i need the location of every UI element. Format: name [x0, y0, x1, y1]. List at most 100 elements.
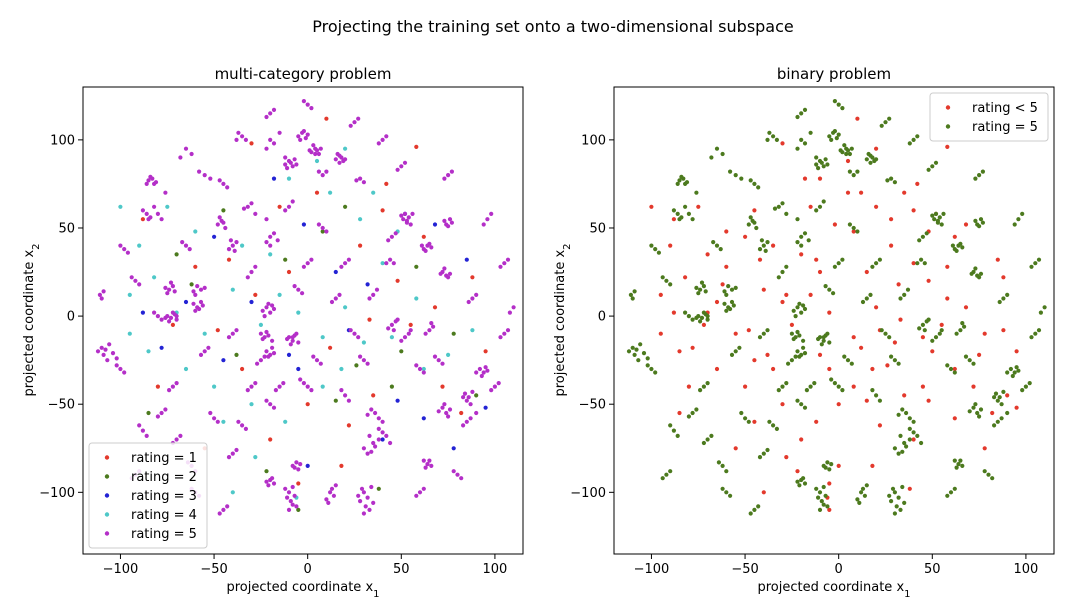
multi-category-point [266, 354, 271, 359]
binary-point [864, 157, 869, 162]
multi-category-point [221, 220, 226, 225]
multi-category-point [137, 423, 142, 428]
multi-category-point [268, 310, 273, 315]
binary-point [851, 384, 856, 389]
binary-point [675, 433, 680, 438]
binary-point [1027, 381, 1032, 386]
binary-point [701, 284, 707, 289]
multi-category-point [273, 388, 278, 393]
multi-category-point [234, 447, 239, 453]
binary-point [821, 335, 826, 340]
multi-category-point [446, 275, 451, 280]
binary-point [971, 384, 976, 389]
binary-y-tick-label: 50 [589, 221, 606, 236]
multi-category-point [432, 354, 438, 359]
binary-point [814, 208, 819, 213]
multi-category-point [168, 280, 174, 285]
binary-point [714, 243, 720, 248]
binary-point [714, 299, 720, 305]
multi-category-point [118, 243, 123, 248]
multi-category-point [320, 225, 325, 231]
multi-category-point [391, 328, 396, 333]
binary-point [630, 345, 635, 350]
binary-point [686, 211, 692, 216]
binary-point [920, 322, 926, 327]
binary-point [817, 490, 823, 495]
binary-point [827, 287, 832, 292]
multi-category-point [95, 349, 101, 354]
multi-category-point [292, 284, 297, 289]
binary-point [701, 310, 707, 315]
binary-x-tick-label: 100 [1014, 562, 1039, 577]
binary-x-tick-label: −100 [634, 562, 670, 577]
multi-category-point [505, 328, 511, 333]
multi-category-point [337, 160, 342, 165]
multi-category-point [253, 292, 258, 297]
binary-point [705, 317, 710, 322]
binary-point [849, 146, 854, 151]
multi-category-point [198, 299, 204, 305]
binary-legend-marker [945, 124, 951, 129]
binary-point [982, 469, 987, 474]
binary-point [677, 349, 682, 354]
binary-point [864, 296, 869, 301]
multi-category-point [155, 384, 160, 389]
multi-category-point [384, 134, 389, 139]
multi-category-point [253, 455, 258, 460]
multi-category-point [264, 114, 269, 120]
binary-point [799, 243, 804, 248]
binary-point [720, 282, 725, 287]
multi-category-point [417, 490, 423, 495]
binary-point [945, 296, 950, 301]
binary-point [971, 405, 976, 410]
binary-point [958, 458, 963, 463]
multi-category-point [335, 151, 340, 157]
multi-category-point [358, 499, 363, 504]
multi-category-point [230, 451, 235, 456]
multi-category-point [425, 462, 430, 467]
multi-category-point [343, 261, 348, 266]
binary-point [795, 217, 800, 222]
multi-category-point [258, 322, 263, 327]
binary-point [701, 384, 707, 389]
binary-point [698, 388, 703, 393]
multi-category-point [249, 201, 254, 206]
binary-point [671, 208, 677, 213]
binary-point [915, 433, 920, 438]
binary-point [1005, 292, 1010, 297]
multi-category-point [358, 176, 363, 181]
multi-category-point [105, 358, 110, 363]
multi-category-point [183, 366, 189, 372]
binary-point [776, 204, 781, 209]
binary-point [724, 308, 729, 313]
binary-point [892, 358, 898, 363]
multi-category-point [386, 238, 391, 243]
binary-point [771, 423, 776, 428]
binary-point [694, 315, 699, 320]
multi-category-x-tick-label: −50 [200, 562, 227, 577]
multi-category-point [414, 264, 419, 269]
multi-category-point [380, 261, 385, 266]
binary-point [683, 275, 688, 280]
multi-category-point [328, 490, 333, 495]
binary-point [671, 428, 677, 433]
binary-point [801, 476, 806, 481]
binary-point [911, 137, 916, 142]
multi-category-point [298, 377, 303, 382]
binary-point [789, 358, 795, 363]
binary-point [675, 181, 680, 186]
binary-point [765, 137, 770, 142]
multi-category-point [101, 352, 106, 357]
multi-category-point [324, 169, 329, 174]
binary-point [977, 224, 982, 229]
binary-point [817, 204, 823, 209]
multi-category-point [258, 331, 263, 336]
multi-category-point [507, 310, 512, 315]
binary-point [992, 395, 997, 400]
binary-point [978, 217, 984, 222]
multi-category-point [198, 287, 204, 292]
multi-category-point [240, 243, 245, 248]
multi-category-point [311, 354, 316, 359]
binary-point [752, 220, 757, 225]
multi-category-point [178, 433, 183, 438]
